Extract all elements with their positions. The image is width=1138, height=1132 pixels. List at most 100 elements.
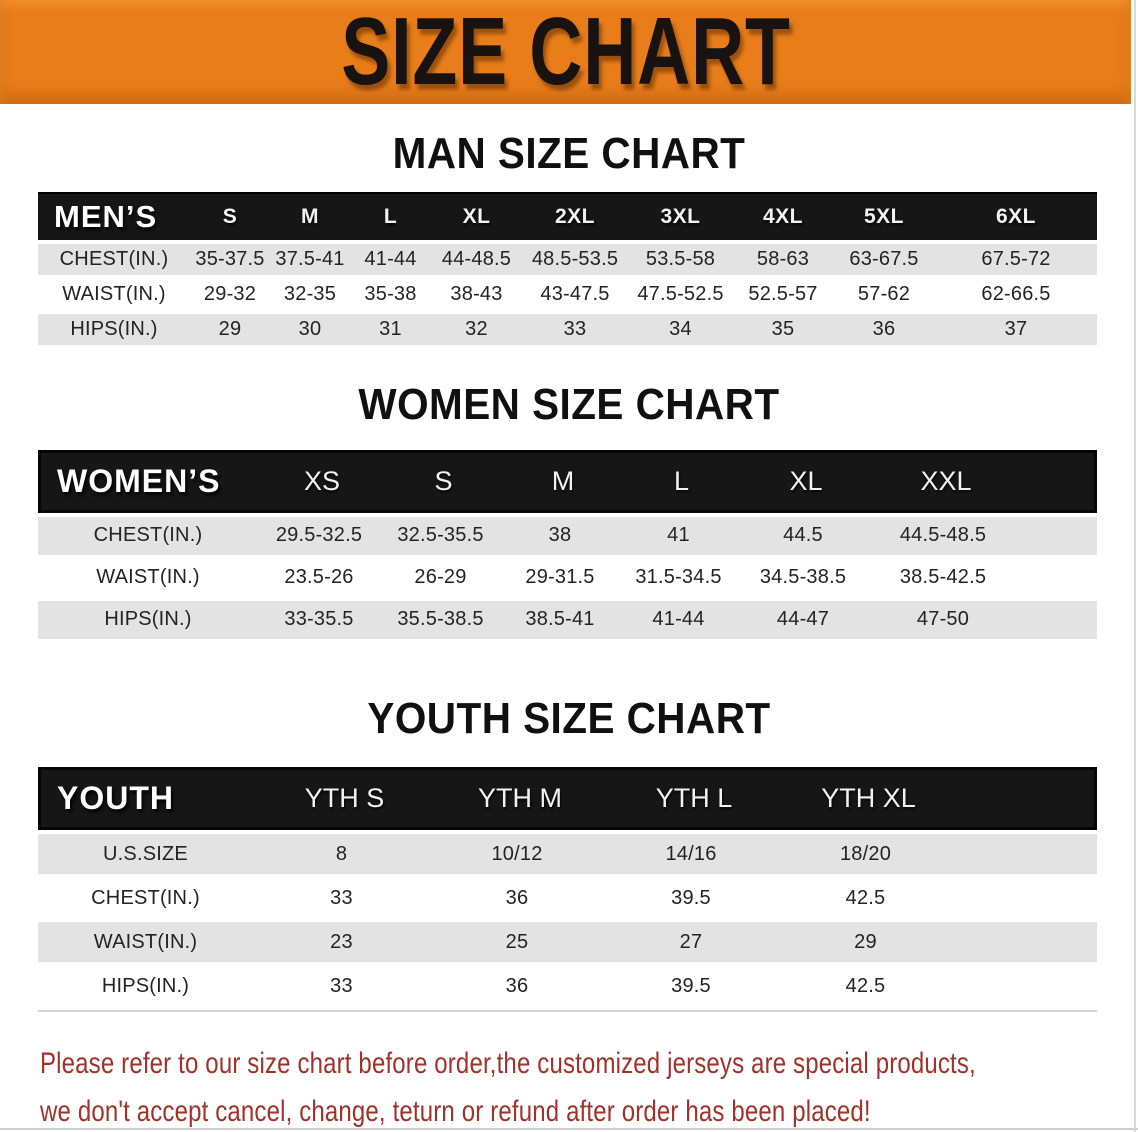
value-cell: 62-66.5: [981, 283, 1051, 306]
value-cell: 63-67.5: [849, 248, 919, 271]
value-cell: 47-50: [916, 608, 970, 631]
youth-row-chest-in: CHEST(IN.) 33 36 39.5 42.5: [38, 878, 1097, 919]
value-cell: 38.5-41: [525, 608, 595, 631]
youth-table-header: YOUTH YTH S YTH M YTH L YTH XL: [38, 767, 1097, 831]
men-col-4xl: 4XL: [762, 205, 803, 229]
banner-title: SIZE CHART: [340, 0, 791, 106]
banner: SIZE CHART: [0, 0, 1131, 104]
disclaimer-line-1: Please refer to our size chart before or…: [40, 1047, 976, 1081]
value-cell: 41: [667, 524, 690, 547]
value-cell: 44-47: [776, 608, 830, 631]
value-cell: 26-29: [414, 566, 467, 589]
value-cell: 29-32: [203, 283, 257, 306]
value-cell: 36: [505, 886, 529, 909]
value-cell: 31: [379, 318, 402, 341]
women-row-chest-in: CHEST(IN.) 29.5-32.5 32.5-35.5 38 41 44.5 44.5…: [38, 516, 1097, 555]
value-cell: 34: [669, 318, 692, 341]
value-cell: 47.5-52.5: [637, 283, 724, 306]
women-section: WOMEN SIZE CHART WOMEN’S XS S M L XL XXL CHEST(…: [0, 380, 1138, 639]
value-cell: 39.5: [671, 974, 711, 997]
men-row-hips-in: HIPS(IN.) 29 30 31 32 33 34 35 36 37: [38, 314, 1097, 346]
value-cell: 41-44: [364, 248, 417, 271]
youth-row-hips-in: HIPS(IN.) 33 36 39.5 42.5: [38, 966, 1097, 1007]
men-col-s: S: [222, 205, 238, 229]
men-group-label: MEN’S: [54, 199, 158, 235]
value-cell: 43-47.5: [540, 283, 610, 306]
value-cell: 29.5-32.5: [275, 524, 363, 547]
row-label: U.S.SIZE: [103, 842, 188, 865]
youth-size-table: YOUTH YTH S YTH M YTH L YTH XL U.S.SIZE 8 10/12…: [38, 767, 1097, 1013]
value-cell: 38.5-42.5: [899, 566, 987, 589]
men-section: MAN SIZE CHART MEN’S S M L XL 2XL 3XL 4XL 5XL 6XL…: [0, 129, 1138, 346]
men-size-table: MEN’S S M L XL 2XL 3XL 4XL 5XL 6XL CHEST(IN.) 35-37…: [38, 192, 1097, 346]
women-size-table: WOMEN’S XS S M L XL XXL CHEST(IN.) 29.5-32.5 32.5…: [38, 449, 1097, 639]
value-cell: 38: [548, 524, 572, 547]
row-label: CHEST(IN.): [93, 524, 203, 547]
women-row-waist-in: WAIST(IN.) 23.5-26 26-29 29-31.5 31.5-34.5 34…: [38, 558, 1097, 597]
value-cell: 33: [563, 318, 587, 341]
value-cell: 52.5-57: [748, 283, 818, 306]
value-cell: 25: [505, 930, 529, 953]
women-col-xs: XS: [303, 465, 341, 496]
value-cell: 29: [854, 930, 877, 953]
value-cell: 29: [218, 318, 242, 341]
disclaimer: Please refer to our size chart before or…: [40, 1040, 1138, 1132]
row-label: HIPS(IN.): [104, 608, 192, 631]
value-cell: 23.5-26: [284, 566, 354, 589]
women-table-header: WOMEN’S XS S M L XL XXL: [38, 449, 1097, 513]
men-row-waist-in: WAIST(IN.) 29-32 32-35 35-38 38-43 43-47.5 47.…: [38, 279, 1097, 311]
row-label: CHEST(IN.): [59, 248, 169, 271]
value-cell: 31.5-34.5: [635, 566, 722, 589]
youth-col-yth-m: YTH M: [478, 783, 562, 814]
value-cell: 35-38: [364, 283, 417, 306]
youth-col-yth-l: YTH L: [655, 783, 733, 814]
value-cell: 33: [330, 974, 353, 997]
value-cell: 37: [1004, 318, 1028, 341]
men-col-l: L: [383, 205, 398, 229]
disclaimer-line-2: we don't accept cancel, change, teturn o…: [40, 1095, 871, 1129]
value-cell: 44-48.5: [441, 248, 512, 271]
women-group-label: WOMEN’S: [57, 462, 221, 499]
men-table-header: MEN’S S M L XL 2XL 3XL 4XL 5XL 6XL: [38, 192, 1097, 241]
value-cell: 67.5-72: [981, 248, 1051, 271]
men-heading: MAN SIZE CHART: [392, 129, 746, 178]
value-cell: 32-35: [283, 283, 337, 306]
value-cell: 44.5: [783, 524, 823, 547]
row-label: HIPS(IN.): [70, 318, 158, 341]
row-label: CHEST(IN.): [91, 886, 200, 909]
women-col-l: L: [673, 465, 690, 496]
value-cell: 33: [330, 886, 353, 909]
men-col-m: M: [301, 205, 319, 229]
men-col-5xl: 5XL: [863, 205, 904, 229]
men-row-chest-in: CHEST(IN.) 35-37.5 37.5-41 41-44 44-48.5 48.5…: [38, 244, 1097, 276]
women-col-s: S: [434, 465, 453, 496]
value-cell: 39.5: [671, 886, 711, 909]
value-cell: 14/16: [665, 842, 717, 865]
youth-group-label: YOUTH: [57, 780, 174, 817]
women-col-m: M: [551, 465, 575, 496]
value-cell: 42.5: [845, 886, 886, 909]
value-cell: 32: [465, 318, 488, 341]
youth-col-yth-s: YTH S: [304, 783, 385, 814]
men-col-3xl: 3XL: [660, 205, 701, 229]
row-label: WAIST(IN.): [93, 930, 198, 953]
value-cell: 42.5: [845, 974, 886, 997]
value-cell: 57-62: [857, 283, 911, 306]
youth-col-yth-xl: YTH XL: [821, 783, 916, 814]
youth-row-waist-in: WAIST(IN.) 23 25 27 29: [38, 922, 1097, 963]
value-cell: 58-63: [756, 248, 810, 271]
value-cell: 35: [771, 318, 795, 341]
value-cell: 34.5-38.5: [759, 566, 847, 589]
women-col-xl: XL: [789, 465, 823, 496]
value-cell: 27: [679, 930, 703, 953]
value-cell: 37.5-41: [275, 248, 345, 271]
value-cell: 48.5-53.5: [531, 248, 619, 271]
value-cell: 10/12: [491, 842, 543, 865]
value-cell: 36: [872, 318, 896, 341]
value-cell: 29-31.5: [525, 566, 595, 589]
value-cell: 23: [330, 930, 353, 953]
value-cell: 30: [298, 318, 322, 341]
women-row-hips-in: HIPS(IN.) 33-35.5 35.5-38.5 38.5-41 41-44 44-…: [38, 600, 1097, 639]
value-cell: 38-43: [450, 283, 503, 306]
